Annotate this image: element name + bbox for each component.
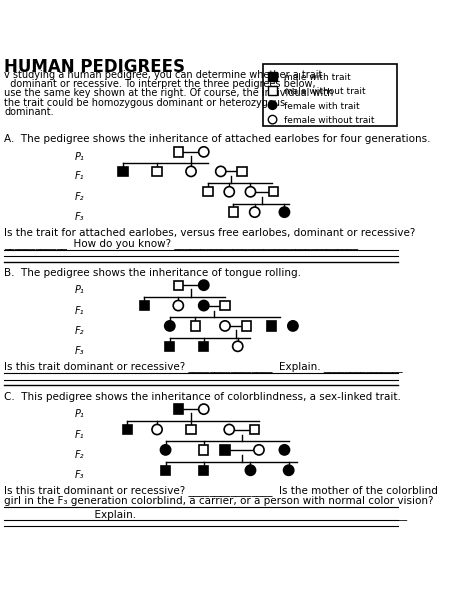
Text: F₃: F₃ bbox=[75, 470, 84, 481]
Bar bbox=[220, 301, 230, 310]
Circle shape bbox=[250, 207, 260, 217]
Text: male with trait: male with trait bbox=[284, 73, 351, 82]
Text: Is this trait dominant or recessive? ________________  Explain. _______________: Is this trait dominant or recessive? ___… bbox=[4, 362, 403, 373]
Bar bbox=[250, 425, 259, 434]
Text: female with trait: female with trait bbox=[284, 102, 360, 111]
Circle shape bbox=[254, 445, 264, 455]
Text: use the same key shown at the right. Of course, the individual with: use the same key shown at the right. Of … bbox=[4, 88, 334, 98]
Bar bbox=[173, 147, 183, 156]
Circle shape bbox=[279, 207, 290, 217]
Bar bbox=[165, 342, 174, 351]
Text: HUMAN PEDIGREES: HUMAN PEDIGREES bbox=[4, 58, 185, 76]
Circle shape bbox=[161, 445, 171, 455]
Circle shape bbox=[152, 424, 162, 435]
Bar bbox=[118, 167, 128, 176]
Circle shape bbox=[164, 321, 175, 331]
Text: F₁: F₁ bbox=[75, 171, 84, 181]
Bar bbox=[161, 465, 170, 475]
Text: P₁: P₁ bbox=[75, 409, 84, 419]
Bar bbox=[269, 187, 278, 196]
Circle shape bbox=[199, 280, 209, 290]
Bar bbox=[220, 445, 230, 454]
Text: ____________  How do you know? ___________________________________: ____________ How do you know? __________… bbox=[4, 239, 358, 250]
Bar bbox=[268, 87, 277, 95]
Text: Is the trait for attached earlobes, versus free earlobes, dominant or recessive?: Is the trait for attached earlobes, vers… bbox=[4, 228, 416, 238]
Text: F₁: F₁ bbox=[75, 430, 84, 439]
Circle shape bbox=[173, 301, 183, 311]
Circle shape bbox=[199, 147, 209, 157]
Bar bbox=[153, 167, 162, 176]
Circle shape bbox=[224, 187, 234, 197]
Text: dominant or recessive. To interpret the three pedigrees below,: dominant or recessive. To interpret the … bbox=[4, 79, 316, 89]
Text: v studying a human pedigree, you can determine whether a trait: v studying a human pedigree, you can det… bbox=[4, 70, 323, 79]
Text: A.  The pedigree shows the inheritance of attached earlobes for four generations: A. The pedigree shows the inheritance of… bbox=[4, 134, 431, 144]
Text: Is this trait dominant or recessive? ________________  Is the mother of the colo: Is this trait dominant or recessive? ___… bbox=[4, 485, 438, 496]
Bar bbox=[268, 72, 277, 81]
Text: F₃: F₃ bbox=[75, 212, 84, 222]
Circle shape bbox=[288, 321, 298, 331]
Bar bbox=[229, 207, 238, 217]
Bar bbox=[173, 281, 183, 290]
Bar bbox=[203, 187, 213, 196]
Text: female without trait: female without trait bbox=[284, 116, 375, 125]
Circle shape bbox=[199, 301, 209, 311]
Circle shape bbox=[279, 445, 290, 455]
Text: F₂: F₂ bbox=[75, 450, 84, 460]
Text: B.  The pedigree shows the inheritance of tongue rolling.: B. The pedigree shows the inheritance of… bbox=[4, 268, 301, 278]
Text: male without trait: male without trait bbox=[284, 87, 366, 96]
Text: ________________  Explain. ___________________________________________________: ________________ Explain. ______________… bbox=[4, 509, 407, 520]
Text: the trait could be homozygous dominant or heterozygous: the trait could be homozygous dominant o… bbox=[4, 98, 285, 107]
Circle shape bbox=[224, 424, 234, 435]
Text: dominant.: dominant. bbox=[4, 107, 54, 117]
Text: F₂: F₂ bbox=[75, 192, 84, 202]
Bar bbox=[237, 167, 246, 176]
Bar bbox=[199, 342, 209, 351]
Circle shape bbox=[233, 341, 243, 351]
Bar bbox=[140, 301, 149, 310]
Circle shape bbox=[283, 465, 294, 475]
Text: girl in the F₃ generation colorblind, a carrier, or a person with normal color v: girl in the F₃ generation colorblind, a … bbox=[4, 496, 434, 506]
Bar bbox=[242, 321, 251, 331]
Circle shape bbox=[216, 166, 226, 176]
Circle shape bbox=[220, 321, 230, 331]
Bar bbox=[199, 465, 209, 475]
Text: C.  This pedigree shows the inheritance of colorblindness, a sex-linked trait.: C. This pedigree shows the inheritance o… bbox=[4, 392, 401, 402]
Bar bbox=[191, 321, 200, 331]
Text: P₁: P₁ bbox=[75, 285, 84, 295]
Text: P₁: P₁ bbox=[75, 152, 84, 162]
Circle shape bbox=[246, 187, 255, 197]
Circle shape bbox=[246, 465, 255, 475]
Bar bbox=[267, 321, 276, 331]
Circle shape bbox=[186, 166, 196, 176]
Bar bbox=[199, 445, 209, 454]
Circle shape bbox=[199, 404, 209, 415]
Bar bbox=[173, 404, 183, 414]
Bar bbox=[263, 64, 397, 125]
Text: F₁: F₁ bbox=[75, 305, 84, 316]
Text: F₃: F₃ bbox=[75, 347, 84, 356]
Text: F₂: F₂ bbox=[75, 326, 84, 336]
Bar bbox=[123, 425, 132, 434]
Circle shape bbox=[268, 101, 277, 110]
Bar bbox=[186, 425, 196, 434]
Circle shape bbox=[268, 115, 277, 124]
